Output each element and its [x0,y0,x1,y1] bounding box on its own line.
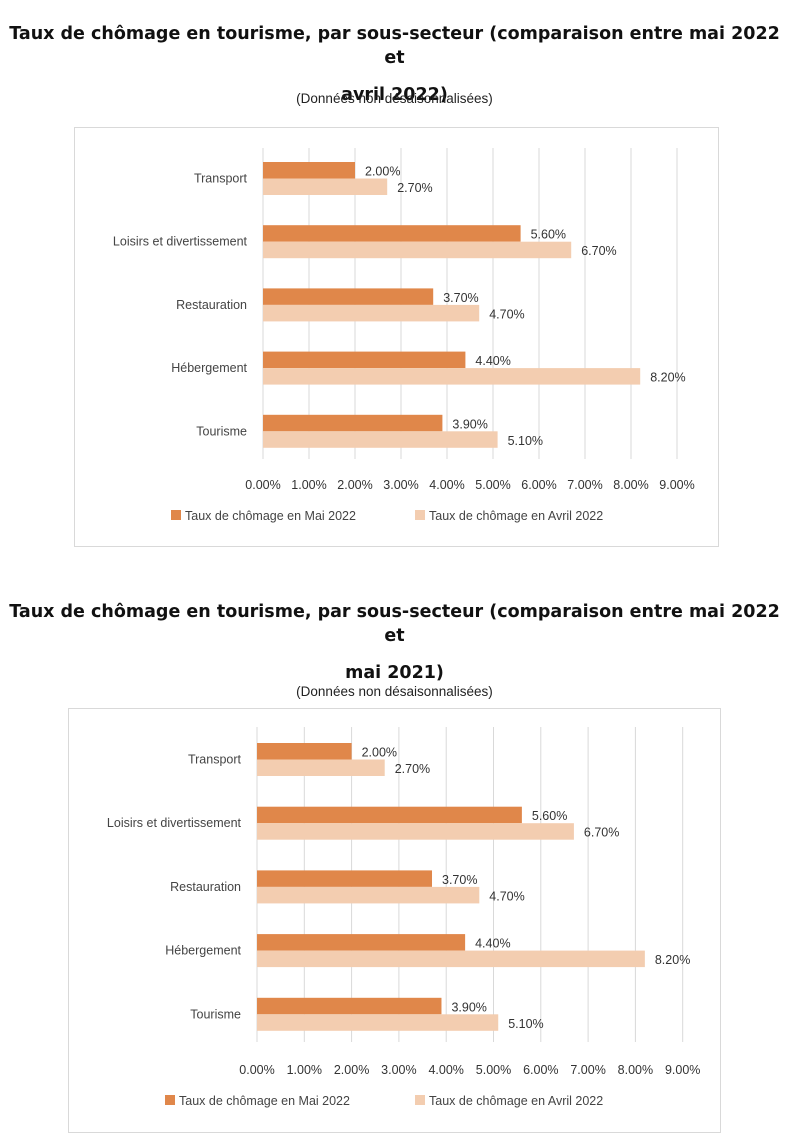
data-label: 4.70% [489,889,524,903]
x-tick-label: 9.00% [659,478,694,492]
chart-1-subtitle: (Données non désaisonnalisées) [296,91,493,106]
legend-label: Taux de chômage en Mai 2022 [179,1094,350,1108]
data-label: 2.00% [362,746,397,760]
category-label: Tourisme [196,424,247,438]
data-label: 4.40% [475,937,510,951]
chart-2-title-line-2: mai 2021) [345,663,444,683]
data-label: 8.20% [655,953,690,967]
x-tick-label: 6.00% [521,478,556,492]
x-tick-label: 1.00% [287,1063,322,1077]
bar-may-2022 [263,414,443,432]
bar-april-2022 [257,1014,499,1031]
chart-1-title-line-1: Taux de chômage en tourisme, par sous-se… [9,24,780,68]
x-tick-label: 7.00% [567,478,602,492]
x-tick-label: 6.00% [523,1063,558,1077]
x-tick-label: 4.00% [428,1063,463,1077]
data-label: 2.70% [395,762,430,776]
category-label: Transport [188,753,242,767]
category-label: Loisirs et divertissement [113,235,248,249]
chart-2-title-line-1: Taux de chômage en tourisme, par sous-se… [9,602,780,646]
x-tick-label: 7.00% [570,1063,605,1077]
category-label: Hébergement [165,944,241,958]
category-label: Loisirs et divertissement [107,816,242,830]
data-label: 2.00% [365,165,400,179]
data-label: 4.70% [489,307,524,321]
bar-may-2022 [257,997,442,1015]
x-tick-label: 0.00% [239,1063,274,1077]
chart-2-subtitle: (Données non désaisonnalisées) [296,684,493,699]
x-tick-label: 4.00% [429,478,464,492]
bar-may-2022 [263,351,466,369]
data-label: 4.40% [475,354,510,368]
chart-2-panel: 0.00% 1.00% 2.00% 3.00% 4.00% 5.00% 6.00% 7.00%… [68,708,721,1133]
bar-april-2022 [263,241,572,259]
x-tick-label: 1.00% [291,478,326,492]
legend-swatch [415,510,425,520]
x-tick-label: 2.00% [334,1063,369,1077]
chart-1-panel: 0.00% 1.00% 2.00% 3.00% 4.00% 5.00% 6.00% 7.00%… [74,127,719,547]
data-label: 3.70% [443,291,478,305]
chart-1-title-line-2: avril 2022) [341,85,448,105]
bar-may-2022 [257,806,522,824]
bar-april-2022 [263,368,641,385]
data-label: 5.60% [531,228,566,242]
legend-swatch [165,1095,175,1105]
legend-swatch [415,1095,425,1105]
bar-may-2022 [257,743,352,760]
data-label: 8.20% [650,371,685,385]
data-label: 3.70% [442,873,477,887]
chart-2-plot: 0.00% 1.00% 2.00% 3.00% 4.00% 5.00% 6.00% 7.00%… [107,727,700,1108]
data-label: 5.10% [508,1017,543,1031]
bar-april-2022 [263,431,498,448]
bar-may-2022 [257,870,433,887]
category-label: Transport [194,172,248,186]
bar-may-2022 [263,288,434,305]
bar-april-2022 [257,950,645,968]
chart-1-title: Taux de chômage en tourisme, par sous-se… [0,22,789,107]
x-tick-label: 3.00% [381,1063,416,1077]
data-label: 2.70% [397,181,432,195]
bar-may-2022 [257,934,466,951]
data-label: 5.60% [532,809,567,823]
x-tick-label: 8.00% [613,478,648,492]
chart-1-plot: 0.00% 1.00% 2.00% 3.00% 4.00% 5.00% 6.00% 7.00%… [113,148,695,523]
bar-april-2022 [257,886,480,904]
x-tick-label: 0.00% [245,478,280,492]
x-tick-label: 5.00% [475,478,510,492]
category-label: Restauration [170,880,241,894]
data-label: 3.90% [452,417,487,431]
legend-label: Taux de chômage en Avril 2022 [429,509,603,523]
data-label: 6.70% [584,826,619,840]
legend-label: Taux de chômage en Avril 2022 [429,1094,603,1108]
data-label: 6.70% [581,244,616,258]
x-tick-label: 8.00% [618,1063,653,1077]
category-label: Restauration [176,298,247,312]
bar-may-2022 [263,162,355,179]
legend-label: Taux de chômage en Mai 2022 [185,509,356,523]
bar-april-2022 [263,304,480,322]
bar-april-2022 [257,759,385,776]
bar-april-2022 [263,178,388,195]
data-label: 3.90% [451,1000,486,1014]
legend-swatch [171,510,181,520]
x-tick-label: 5.00% [476,1063,511,1077]
category-label: Tourisme [190,1007,241,1021]
bar-april-2022 [257,823,574,840]
chart-2-title: Taux de chômage en tourisme, par sous-se… [0,600,789,685]
x-tick-label: 2.00% [337,478,372,492]
x-tick-label: 3.00% [383,478,418,492]
x-tick-label: 9.00% [665,1063,700,1077]
data-label: 5.10% [508,434,543,448]
category-label: Hébergement [171,361,247,375]
bar-may-2022 [263,225,521,242]
